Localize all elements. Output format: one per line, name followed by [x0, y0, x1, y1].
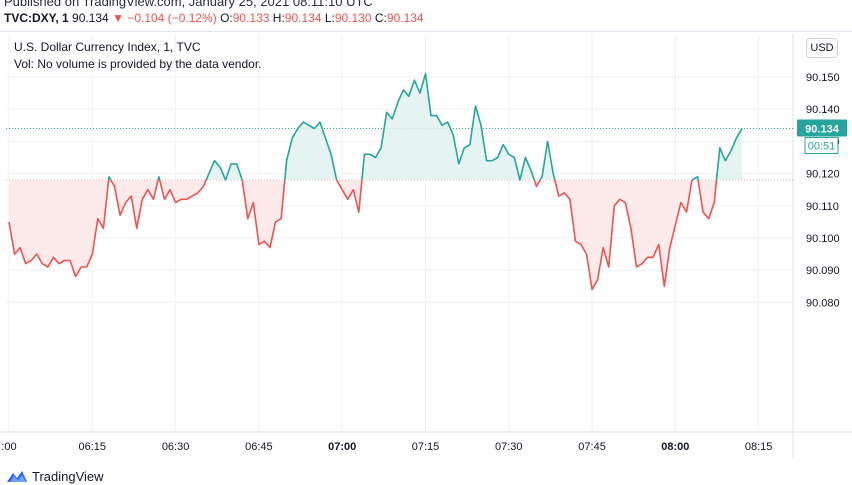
- countdown-box: [804, 137, 839, 154]
- line-segment-down: [335, 179, 363, 213]
- x-tick-label: 07:45: [578, 441, 606, 453]
- x-tick-label: 07:00: [328, 441, 356, 453]
- line-segment-up: [691, 176, 699, 181]
- area-above-baseline: [361, 73, 535, 181]
- line-segment-down: [158, 179, 207, 204]
- area-fills: [9, 73, 742, 290]
- low-label: L:: [324, 11, 335, 25]
- close-value: 90.134: [386, 11, 424, 25]
- current-price-label: 90.134: [805, 124, 840, 136]
- y-tick-label: 90.110: [806, 201, 839, 213]
- low-value: 90.130: [334, 11, 372, 25]
- line-segment-up: [157, 176, 161, 181]
- open-value: 90.133: [232, 11, 270, 25]
- y-tick-label: 90.100: [806, 233, 840, 245]
- close-label: C:: [374, 11, 387, 25]
- line-segment-down: [533, 179, 541, 188]
- x-tick-label: :00: [1, 441, 16, 453]
- price-line: [8, 73, 743, 291]
- y-tick-label: 90.150: [806, 72, 840, 84]
- x-tick-label: 07:30: [495, 441, 523, 453]
- area-below-baseline: [9, 180, 109, 277]
- y-tick-label: 90.080: [806, 297, 840, 309]
- chart-panel[interactable]: [0, 31, 852, 460]
- x-tick-label: 06:30: [162, 441, 190, 453]
- line-segment-up: [284, 121, 338, 181]
- currency-button[interactable]: USD: [806, 38, 838, 58]
- x-tick-label: 07:15: [412, 441, 440, 453]
- x-tick-label: 08:00: [661, 441, 689, 453]
- countdown-label: 00:51: [808, 141, 836, 153]
- price-change: −0.104 (−0.12%): [127, 11, 217, 25]
- line-segment-up: [715, 128, 743, 181]
- line-segment-up: [205, 159, 243, 181]
- symbol-label: TVC:DXY, 1: [4, 11, 69, 25]
- y-tick-label: 90.120: [806, 169, 840, 181]
- line-segment-up: [361, 73, 536, 181]
- brand-name: TradingView: [32, 468, 104, 484]
- x-tick-label: 06:45: [245, 441, 273, 453]
- line-segment-down: [241, 179, 286, 249]
- time-axis: :00 06:15 06:30 06:45 07:00 07:15 07:30 07:45 08…: [1, 441, 772, 453]
- line-segment-up: [539, 140, 556, 181]
- line-segment-down: [110, 179, 159, 230]
- x-tick-label: 08:15: [745, 441, 773, 453]
- y-tick-label: 90.090: [806, 265, 840, 277]
- area-below-baseline: [554, 180, 692, 290]
- ohlc-bar: TVC:DXY, 1 90.134 ▼ −0.104 (−0.12%) O:90…: [4, 11, 424, 25]
- area-below-baseline: [159, 180, 207, 203]
- y-tick-label: 90.140: [806, 104, 840, 116]
- current-price-marker: 90.134 00:51: [797, 119, 847, 154]
- brand-footer[interactable]: TradingView: [6, 468, 104, 484]
- last-price: 90.134: [72, 11, 109, 25]
- change-arrow-icon: ▼: [112, 11, 124, 25]
- high-label: H:: [272, 11, 285, 25]
- line-segment-down: [554, 179, 693, 291]
- line-segment-down: [697, 179, 718, 220]
- chart-legend-title[interactable]: U.S. Dollar Currency Index, 1, TVC: [14, 40, 201, 54]
- area-above-baseline: [206, 160, 243, 181]
- open-label: O:: [220, 11, 233, 25]
- area-below-baseline: [242, 180, 285, 248]
- price-label-box: [797, 119, 847, 137]
- line-segment-up: [107, 176, 112, 181]
- volume-note: Vol: No volume is provided by the data v…: [14, 57, 262, 71]
- tradingview-logo-icon: [7, 471, 27, 482]
- area-above-baseline: [284, 122, 337, 181]
- published-info: Published on TradingView.com, January 25…: [4, 0, 373, 9]
- price-axis: 90.08090.09090.10090.11090.12090.13090.1…: [806, 72, 840, 309]
- x-tick-label: 06:15: [79, 441, 107, 453]
- line-segment-down: [8, 179, 110, 278]
- high-value: 90.134: [284, 11, 322, 25]
